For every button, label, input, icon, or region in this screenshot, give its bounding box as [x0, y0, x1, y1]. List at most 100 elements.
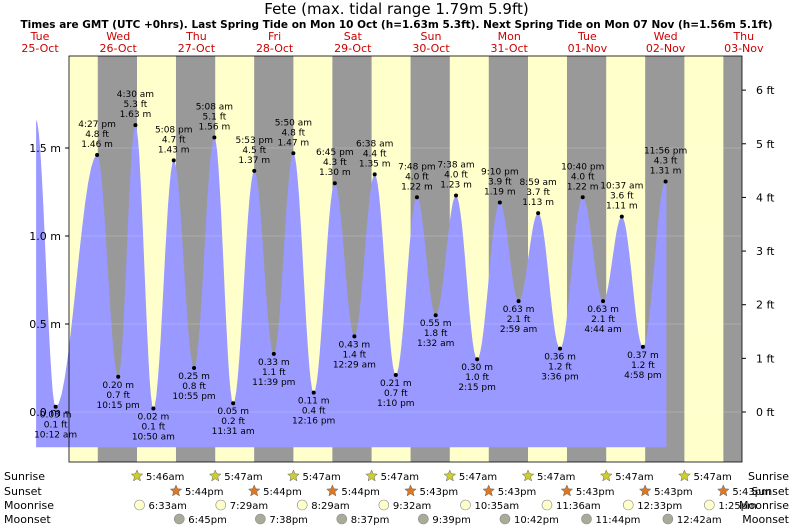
- day-label: Fri: [268, 30, 281, 43]
- sunrise-icon: [521, 469, 535, 482]
- low-tide-label: 0.20 m: [102, 381, 134, 391]
- tide-point: [171, 158, 176, 163]
- daylight-band: [684, 56, 724, 462]
- tide-point: [95, 153, 100, 158]
- tide-point: [231, 401, 236, 406]
- tide-point: [433, 313, 438, 318]
- low-tide-label: 1.2 ft: [631, 361, 655, 371]
- low-tide-label: 1:32 am: [417, 339, 454, 349]
- high-tide-label: 1.47 m: [278, 138, 310, 148]
- day-label: Thu: [732, 30, 754, 43]
- sunrise-row-label-right: Sunrise: [748, 470, 789, 483]
- date-label: 03-Nov: [724, 42, 764, 55]
- moonrise-time: 7:29am: [230, 501, 268, 512]
- moonrise-icon: [460, 499, 471, 511]
- high-tide-label: 1.43 m: [158, 145, 190, 155]
- y-right-tick-label: 3 ft: [756, 245, 775, 258]
- high-tide-label: 3.9 ft: [488, 178, 512, 188]
- high-tide-label: 5:53 pm: [235, 136, 273, 146]
- y-right-tick-label: 0 ft: [756, 406, 775, 419]
- tide-point: [352, 334, 357, 339]
- high-tide-label: 9:10 pm: [481, 168, 519, 178]
- date-label: 29-Oct: [334, 42, 372, 55]
- tide-point: [497, 200, 502, 205]
- sunset-icon: [560, 484, 574, 497]
- moonrise-row-label-right: Moonrise: [739, 499, 789, 512]
- y-left-tick-label: 1.5 m: [29, 142, 61, 155]
- sunset-icon: [482, 484, 496, 497]
- moonrise-time: 11:36am: [556, 501, 601, 512]
- sunrise-time: 5:47am: [615, 472, 653, 483]
- sunrise-icon: [443, 469, 457, 482]
- moonset-time: 9:39pm: [432, 515, 471, 525]
- high-tide-label: 7:38 am: [437, 161, 474, 171]
- moonrise-time: 1:25pm: [718, 501, 757, 512]
- low-tide-label: 12:16 pm: [292, 417, 335, 427]
- sunset-icon: [638, 484, 652, 497]
- moonrise-icon: [215, 499, 227, 511]
- low-tide-label: 0.25 m: [178, 372, 210, 382]
- y-left-tick-label: 0.0 m: [29, 406, 61, 419]
- high-tide-label: 1.19 m: [484, 188, 516, 198]
- y-left-tick-label: 1.0 m: [29, 230, 61, 243]
- moonrise-row-label: Moonrise: [4, 499, 54, 512]
- low-tide-label: 0.36 m: [544, 353, 576, 363]
- high-tide-label: 1.31 m: [650, 166, 682, 176]
- low-tide-label: 0.43 m: [339, 340, 371, 350]
- moonset-icon: [173, 513, 185, 525]
- moonrise-time: 10:35am: [474, 501, 519, 512]
- moonrise-icon: [378, 499, 390, 511]
- low-tide-label: 4:58 pm: [624, 371, 662, 381]
- high-tide-label: 8:59 am: [519, 178, 556, 188]
- low-tide-label: 2:15 pm: [458, 383, 496, 393]
- moonrise-time: 8:29am: [311, 501, 349, 512]
- low-tide-label: 1.8 ft: [424, 329, 448, 339]
- y-right-tick-label: 4 ft: [756, 191, 775, 204]
- y-right-tick-label: 1 ft: [756, 352, 775, 365]
- low-tide-label: 10:55 pm: [172, 392, 215, 402]
- sunrise-time: 5:47am: [459, 472, 497, 483]
- moonset-icon: [581, 513, 592, 525]
- sunrise-icon: [208, 469, 222, 482]
- date-label: 27-Oct: [178, 42, 216, 55]
- tide-point: [291, 151, 296, 156]
- y-right-tick-label: 5 ft: [756, 138, 775, 151]
- high-tide-label: 10:37 am: [600, 182, 643, 192]
- sunrise-icon: [678, 469, 691, 482]
- high-tide-label: 1.30 m: [319, 168, 351, 178]
- moonrise-icon: [296, 499, 308, 511]
- high-tide-label: 1.13 m: [522, 198, 554, 208]
- sunrise-time: 5:47am: [381, 472, 419, 483]
- low-tide-label: 2.1 ft: [591, 315, 615, 325]
- day-label: Wed: [106, 30, 130, 43]
- sunset-time: 5:43pm: [576, 487, 615, 498]
- low-tide-label: 11:39 pm: [252, 378, 295, 388]
- low-tide-label: 10:50 am: [132, 432, 175, 442]
- low-tide-label: 0.03 m: [40, 411, 72, 421]
- sunrise-row-label: Sunrise: [4, 470, 45, 483]
- low-tide-label: 0.11 m: [298, 397, 330, 407]
- moonset-time: 8:37pm: [351, 515, 390, 525]
- sunset-icon: [404, 484, 417, 497]
- low-tide-label: 0.55 m: [420, 319, 452, 329]
- sunset-time: 5:43pm: [654, 487, 693, 498]
- tide-point: [252, 168, 257, 173]
- high-tide-label: 1.35 m: [359, 159, 391, 169]
- high-tide-label: 4.8 ft: [85, 130, 109, 140]
- tide-point: [393, 373, 398, 378]
- sunset-icon: [169, 484, 183, 497]
- low-tide-label: 0.8 ft: [182, 382, 206, 392]
- low-tide-label: 0.05 m: [217, 407, 249, 417]
- y-right-tick-label: 2 ft: [756, 299, 775, 312]
- tide-point: [454, 193, 459, 198]
- sunset-time: 5:44pm: [263, 487, 302, 498]
- moonset-row-label: Moonset: [4, 513, 51, 525]
- tide-point: [271, 351, 276, 356]
- high-tide-label: 5.3 ft: [124, 100, 148, 110]
- sunrise-icon: [599, 469, 613, 482]
- day-label: Wed: [654, 30, 678, 43]
- high-tide-label: 5:08 pm: [155, 125, 193, 135]
- low-tide-label: 0.37 m: [627, 351, 659, 361]
- low-tide-label: 11:31 am: [212, 427, 255, 437]
- tide-point: [116, 374, 121, 379]
